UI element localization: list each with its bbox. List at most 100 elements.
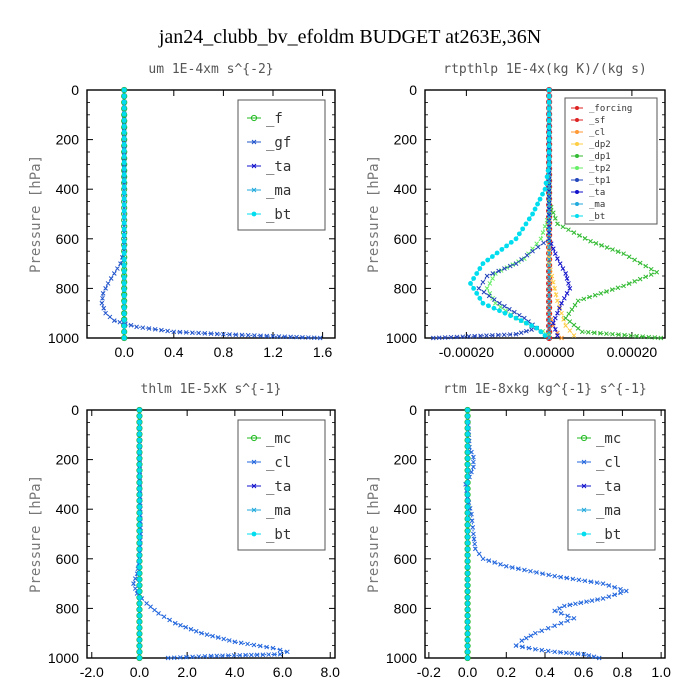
- data-point-10: [546, 149, 552, 155]
- data-point-19: [535, 201, 540, 207]
- legend-entry-bt: _bt: [571, 212, 605, 222]
- data-point-22: [137, 540, 142, 546]
- legend-swatch-marker: [575, 142, 579, 146]
- data-point-25: [476, 551, 482, 557]
- data-point-26: [541, 240, 546, 246]
- data-point-22: [552, 215, 558, 221]
- data-point-34: [137, 613, 142, 619]
- data-point-25: [516, 231, 522, 237]
- data-point-76: [513, 643, 519, 648]
- data-point-36: [564, 291, 570, 296]
- data-point-31: [121, 275, 127, 280]
- data-point-65: [243, 652, 248, 658]
- data-point-7: [465, 449, 470, 455]
- data-point-56: [501, 332, 507, 338]
- data-point-33: [552, 286, 558, 291]
- data-point-7: [469, 449, 474, 455]
- data-point-22: [465, 540, 470, 546]
- data-point-16: [546, 184, 552, 190]
- data-point-31: [599, 243, 604, 248]
- data-point-59: [563, 315, 569, 321]
- data-point-56: [589, 598, 595, 603]
- x-tick-label: 0.0: [114, 344, 134, 360]
- data-point-49: [226, 638, 232, 643]
- data-point-74: [646, 334, 652, 340]
- x-tick-label: 6.0: [273, 664, 293, 680]
- data-point-57: [584, 599, 589, 605]
- legend-swatch-marker: [575, 166, 579, 170]
- data-point-65: [565, 613, 570, 619]
- x-tick-label: 1.0: [651, 664, 671, 680]
- legend-label: _forcing: [589, 104, 632, 114]
- y-tick-label: 200: [56, 452, 80, 468]
- data-point-43: [643, 274, 649, 280]
- data-point-18: [465, 516, 470, 522]
- data-point-72: [634, 333, 640, 339]
- data-point-11: [137, 474, 142, 479]
- data-point-63: [245, 332, 251, 338]
- data-point-40: [546, 329, 552, 335]
- data-point-71: [294, 334, 299, 340]
- data-point-54: [257, 643, 263, 649]
- data-point-29: [137, 583, 142, 588]
- data-point-79: [532, 646, 538, 652]
- data-point-26: [121, 244, 127, 250]
- data-point-73: [528, 633, 534, 639]
- data-point-37: [99, 300, 105, 306]
- data-point-36: [484, 273, 490, 279]
- data-point-70: [214, 653, 220, 659]
- data-point-1: [546, 93, 552, 99]
- x-tick-label: -2.0: [80, 664, 104, 680]
- legend-label: _tp2: [589, 164, 611, 174]
- data-point-43: [502, 303, 507, 309]
- data-point-13: [545, 168, 551, 174]
- data-point-44: [637, 276, 643, 282]
- data-point-33: [121, 287, 127, 293]
- data-point-2: [121, 99, 127, 105]
- data-point-17: [540, 191, 545, 197]
- data-point-19: [546, 202, 552, 208]
- data-point-29: [588, 238, 593, 244]
- data-point-18: [137, 516, 142, 522]
- data-point-32: [121, 281, 127, 286]
- data-point-23: [137, 546, 142, 552]
- data-point-40: [477, 295, 483, 301]
- data-point-12: [137, 480, 142, 485]
- data-point-42: [117, 319, 123, 325]
- data-point-46: [600, 581, 606, 586]
- data-point-30: [465, 589, 470, 594]
- data-point-53: [518, 330, 524, 336]
- data-point-44: [497, 308, 502, 314]
- data-point-70: [545, 625, 551, 631]
- data-point-33: [465, 607, 470, 613]
- data-point-32: [550, 279, 556, 285]
- data-point-58: [566, 311, 572, 317]
- data-point-78: [165, 655, 171, 661]
- legend-entry-ma: _ma: [577, 503, 621, 519]
- data-point-28: [582, 236, 588, 241]
- data-point-56: [270, 645, 276, 651]
- data-point-72: [202, 653, 208, 659]
- data-point-56: [202, 330, 208, 336]
- data-point-17: [546, 188, 552, 194]
- data-point-1: [121, 93, 127, 99]
- data-point-56: [572, 302, 578, 308]
- data-point-21: [546, 214, 552, 220]
- data-point-55: [507, 332, 513, 337]
- data-point-76: [658, 335, 664, 341]
- legend-label: _ta: [266, 479, 291, 495]
- y-tick-label: 1000: [386, 650, 417, 666]
- data-point-33: [105, 281, 111, 286]
- data-point-9: [546, 143, 552, 149]
- data-point-28: [137, 576, 142, 582]
- data-point-1: [137, 413, 142, 419]
- legend-swatch-marker: [575, 130, 579, 134]
- data-point-38: [559, 300, 564, 306]
- data-point-14: [121, 172, 127, 178]
- data-point-15: [121, 178, 127, 184]
- data-point-38: [637, 260, 643, 266]
- data-point-10: [121, 148, 127, 153]
- data-point-35: [465, 619, 470, 625]
- data-point-62: [239, 332, 245, 338]
- data-point-30: [132, 586, 138, 591]
